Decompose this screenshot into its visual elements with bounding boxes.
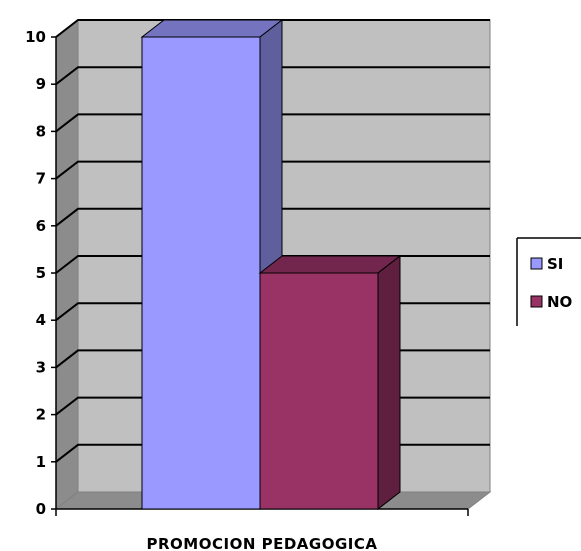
y-tick-label: 0 — [36, 500, 46, 518]
legend-swatch-si — [530, 257, 543, 270]
bar-front — [259, 272, 379, 510]
legend-swatch-no — [530, 295, 543, 308]
legend: SI NO — [516, 237, 581, 326]
bar-top — [140, 19, 284, 38]
legend-label-no: NO — [547, 293, 572, 311]
gridline — [55, 19, 490, 38]
bars — [140, 18, 402, 511]
gridline — [55, 207, 490, 227]
y-tick-label: 4 — [36, 311, 46, 329]
y-tick-label: 6 — [36, 217, 46, 235]
category-label: PROMOCION PEDAGOGICA — [147, 535, 378, 551]
y-tick-label: 9 — [36, 75, 46, 93]
bar-top — [258, 255, 402, 274]
bar-no — [258, 254, 402, 511]
y-tick-label: 3 — [36, 358, 46, 376]
y-tick-label: 2 — [36, 406, 46, 424]
y-tick-label: 10 — [25, 28, 46, 46]
y-tick-label: 7 — [36, 170, 46, 188]
gridline — [55, 66, 490, 85]
bar-front — [141, 36, 261, 510]
gridline — [55, 113, 490, 133]
legend-label-si: SI — [547, 255, 563, 273]
bar-side — [377, 254, 401, 511]
y-tick-label: 1 — [36, 453, 46, 471]
y-tick-label: 8 — [36, 122, 46, 140]
y-tick-label: 5 — [36, 264, 46, 282]
gridline — [55, 160, 490, 180]
